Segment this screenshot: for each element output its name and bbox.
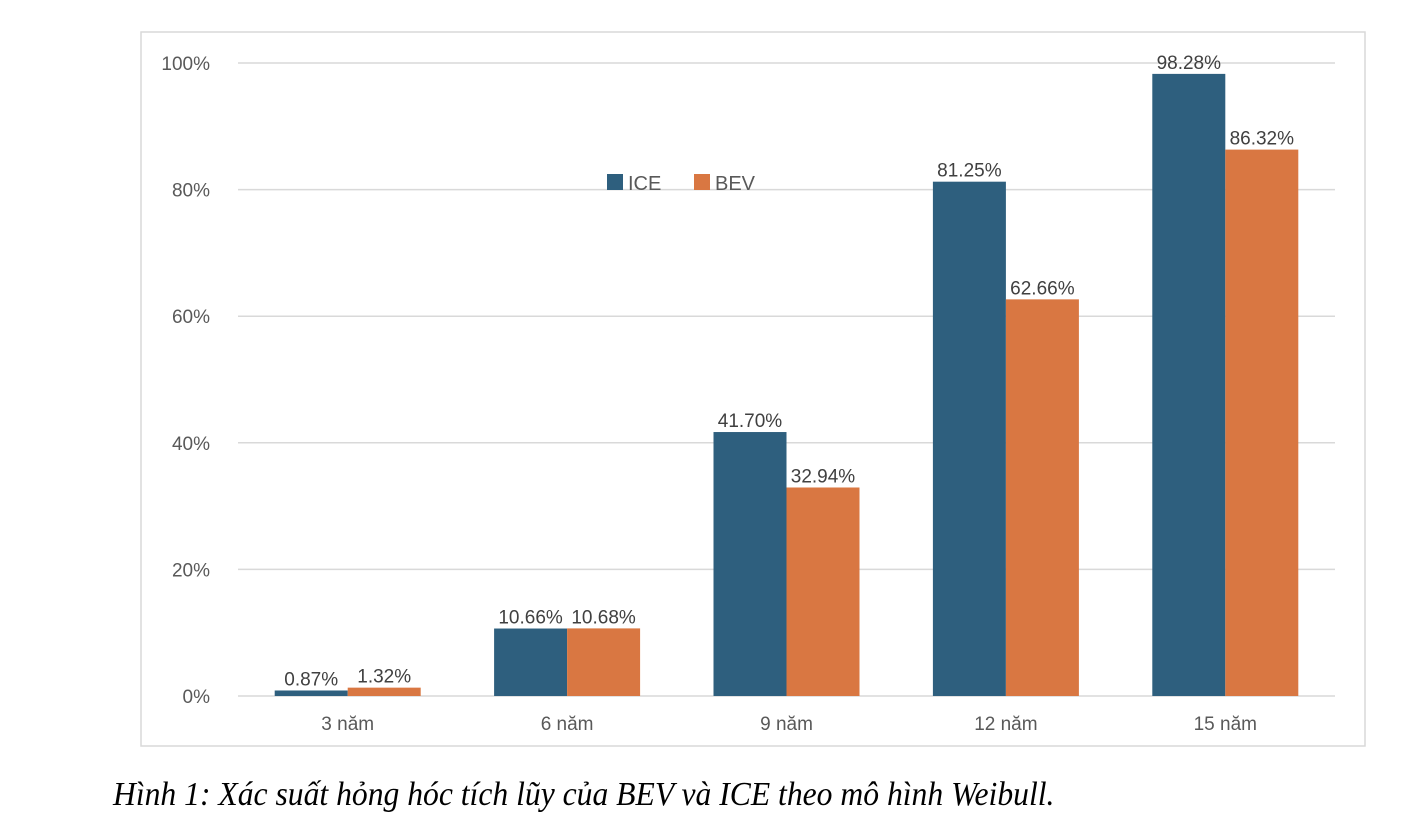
bar-bev — [567, 628, 641, 696]
data-label-bev: 10.68% — [571, 607, 636, 628]
legend-label-bev: BEV — [715, 173, 756, 195]
x-tick-label: 6 năm — [541, 714, 594, 735]
legend: ICE BEV — [607, 173, 756, 195]
data-label-ice: 98.28% — [1157, 53, 1222, 74]
data-label-ice: 10.66% — [498, 608, 563, 629]
data-label-bev: 1.32% — [357, 667, 411, 688]
bar-bev — [1005, 299, 1079, 696]
data-label-ice: 41.70% — [718, 411, 783, 432]
figure-caption: Hình 1: Xác suất hỏng hóc tích lũy của B… — [113, 776, 1055, 813]
bar-ice — [713, 432, 787, 696]
y-tick-label: 100% — [161, 54, 210, 75]
x-tick-label: 12 năm — [974, 714, 1037, 735]
y-tick-label: 60% — [172, 307, 210, 328]
data-label-bev: 62.66% — [1010, 278, 1075, 299]
y-tick-label: 80% — [172, 181, 210, 202]
bar-ice — [1152, 73, 1226, 697]
legend-label-ice: ICE — [628, 173, 661, 195]
y-tick-label: 20% — [172, 560, 210, 581]
data-label-bev: 32.94% — [791, 466, 856, 487]
data-label-ice: 81.25% — [937, 161, 1002, 182]
y-tick-label: 40% — [172, 434, 210, 455]
bar-ice — [494, 628, 568, 696]
bar-bev — [786, 487, 860, 696]
x-tick-label: 3 năm — [321, 714, 374, 735]
data-label-ice: 0.87% — [284, 669, 338, 690]
bar-bev — [1225, 149, 1299, 696]
bar-ice — [932, 181, 1006, 696]
bar-bev — [347, 687, 421, 696]
data-label-bev: 86.32% — [1230, 129, 1295, 150]
legend-swatch-ice — [607, 174, 623, 190]
bar-ice — [274, 690, 348, 696]
x-tick-label: 9 năm — [760, 714, 813, 735]
y-tick-label: 0% — [183, 687, 211, 708]
x-tick-label: 15 năm — [1194, 714, 1257, 735]
legend-swatch-bev — [694, 174, 710, 190]
